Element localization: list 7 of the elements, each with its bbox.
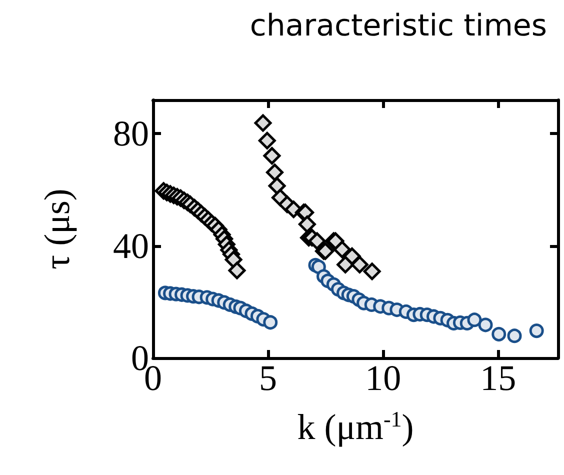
x-tick-label: 5 [259,358,278,398]
y-axis-title: τ (μs) [37,188,77,270]
chart-title: characteristic times [250,8,548,44]
y-tick-label: 40 [113,226,149,266]
y-tick-label: 80 [113,114,149,154]
x-tick-label: 15 [480,358,516,398]
x-tick-label: 10 [365,358,402,398]
